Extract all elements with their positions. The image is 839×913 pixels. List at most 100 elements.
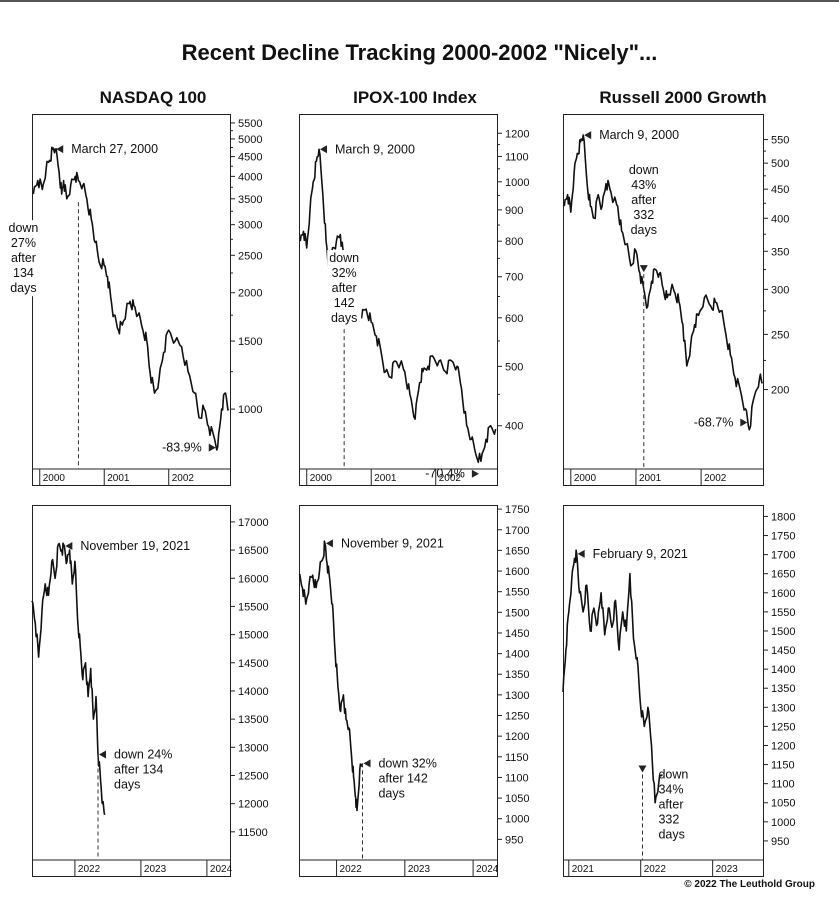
y-tick-label: 1700	[505, 525, 529, 537]
y-tick-label: 550	[771, 135, 789, 147]
annotation-label: March 27, 2000	[71, 142, 158, 156]
y-tick-label: 700	[505, 272, 523, 284]
x-tick-label: 2022	[78, 864, 101, 875]
plot-frame	[32, 114, 231, 486]
annotation-arrow	[208, 443, 216, 452]
y-tick-label: 250	[771, 329, 789, 341]
plot-frame	[563, 114, 764, 486]
chart-russell-2000: 200 250 300 350 400 450 500 550 2000 2001 2002 Marc…	[563, 114, 793, 486]
x-tick-label: 2001	[639, 473, 662, 484]
y-tick-label: 1600	[505, 566, 529, 578]
annotation-arrow	[471, 469, 479, 478]
y-tick-label: 1800	[771, 511, 795, 523]
y-tick-label: 1200	[505, 128, 529, 140]
y-tick-label: 1050	[505, 793, 529, 805]
annotation-label: down 24% after 134 days	[114, 747, 172, 791]
y-tick-label: 800	[505, 236, 523, 248]
annotation-bg	[6, 220, 41, 297]
y-tick-label: 1000	[505, 814, 529, 826]
y-tick-label: 1100	[771, 779, 795, 791]
y-tick-label: 350	[771, 246, 789, 258]
column-title-nasdaq: NASDAQ 100	[99, 88, 207, 107]
y-tick-label: 4500	[238, 152, 262, 164]
annotation-label: down 27% after 134 days	[8, 221, 38, 295]
annotation-bg	[626, 162, 661, 239]
y-tick-label: 950	[771, 836, 789, 848]
annotation-arrow	[639, 265, 648, 273]
annotation-arrow	[56, 145, 64, 154]
x-tick-label: 2002	[439, 473, 462, 484]
y-tick-label: 1400	[771, 664, 795, 676]
y-tick-label: 400	[505, 421, 523, 433]
y-tick-label: 900	[505, 205, 523, 217]
x-tick-label: 2022	[340, 864, 363, 875]
y-tick-label: 1600	[771, 588, 795, 600]
y-tick-label: 1450	[771, 645, 795, 657]
y-tick-label: 1150	[771, 760, 795, 772]
annotation-label: November 19, 2021	[80, 539, 190, 553]
annotation-arrow	[740, 418, 748, 427]
chart-nasdaq-2021: 11500 12000 12500 13000 13500 14000 14500 15000…	[31, 505, 270, 877]
y-tick-label: 1550	[505, 587, 529, 599]
y-tick-label: 17000	[238, 517, 269, 529]
y-tick-label: 2000	[238, 288, 262, 300]
chart-svg: 950 1000 1050 1100 1150 1200 1250 1300 1350 1400 1…	[562, 505, 795, 877]
annotation-arrow	[99, 750, 106, 759]
annotation-label: down 32% after 142 days	[329, 251, 359, 325]
x-tick-label: 2023	[716, 864, 739, 875]
x-tick-label: 2023	[144, 864, 167, 875]
y-tick-label: 1550	[771, 607, 795, 619]
x-tick-label: 2000	[310, 473, 333, 484]
x-tick-label: 2000	[43, 473, 66, 484]
y-tick-label: 500	[771, 158, 789, 170]
y-tick-label: 15000	[238, 630, 269, 642]
series-line	[299, 148, 497, 464]
x-tick-label: 2001	[374, 473, 397, 484]
annotation-arrow	[584, 131, 592, 140]
series-line	[31, 542, 106, 816]
y-tick-label: 5500	[238, 118, 262, 130]
y-tick-label: 1300	[771, 702, 795, 714]
annotation-arrow	[363, 759, 371, 768]
x-tick-label: 2024	[210, 864, 233, 875]
annotation-arrow	[65, 541, 73, 550]
y-tick-label: 1450	[505, 628, 529, 640]
x-tick-label: 2002	[704, 473, 727, 484]
y-tick-label: 13000	[238, 742, 269, 754]
page-title: Recent Decline Tracking 2000-2002 "Nicel…	[181, 40, 658, 65]
column-title-russell: Russell 2000 Growth	[599, 88, 767, 107]
x-tick-label: 2022	[644, 864, 667, 875]
annotation-label: -70.4%	[425, 467, 465, 481]
y-tick-label: 1350	[505, 669, 529, 681]
y-tick-label: 1700	[771, 550, 795, 562]
y-tick-label: 1500	[771, 626, 795, 638]
top-border	[0, 0, 839, 2]
plot-frame	[299, 505, 498, 877]
y-tick-label: 1200	[771, 740, 795, 752]
plot-frame	[32, 505, 231, 877]
copyright-note: © 2022 The Leuthold Group	[684, 879, 815, 890]
annotation-label: down 43% after 332 days	[629, 163, 659, 237]
y-tick-label: 14000	[238, 686, 269, 698]
y-tick-label: 1750	[771, 531, 795, 543]
annotation-arrow	[319, 145, 327, 154]
annotation-label: February 9, 2021	[593, 547, 688, 561]
y-tick-label: 1300	[505, 690, 529, 702]
chart-svg: 200 250 300 350 400 450 500 550 2000 2001 2002 Marc…	[563, 114, 789, 486]
series-line	[562, 549, 663, 804]
chart-ipox-2021: 950 1000 1050 1100 1150 1200 1250 1300 1350 1400 1…	[298, 504, 535, 877]
column-title-ipox: IPOX-100 Index	[353, 88, 477, 107]
annotation-label: down 32% after 142 days	[378, 756, 436, 800]
y-tick-label: 1200	[505, 731, 529, 743]
y-tick-label: 14500	[238, 658, 269, 670]
y-tick-label: 1250	[505, 711, 529, 723]
y-tick-label: 1100	[505, 772, 529, 784]
annotation-label: March 9, 2000	[335, 142, 415, 156]
annotation-label: -83.9%	[162, 441, 202, 455]
x-tick-label: 2000	[574, 473, 597, 484]
y-tick-label: 1100	[505, 151, 529, 163]
chart-russell-2021: 950 1000 1050 1100 1150 1200 1250 1300 1350 1400 1…	[562, 505, 803, 877]
chart-svg: 11500 12000 12500 13000 13500 14000 14500 15000…	[31, 505, 269, 877]
x-tick-label: 2023	[408, 864, 431, 875]
y-tick-label: 1250	[771, 721, 795, 733]
